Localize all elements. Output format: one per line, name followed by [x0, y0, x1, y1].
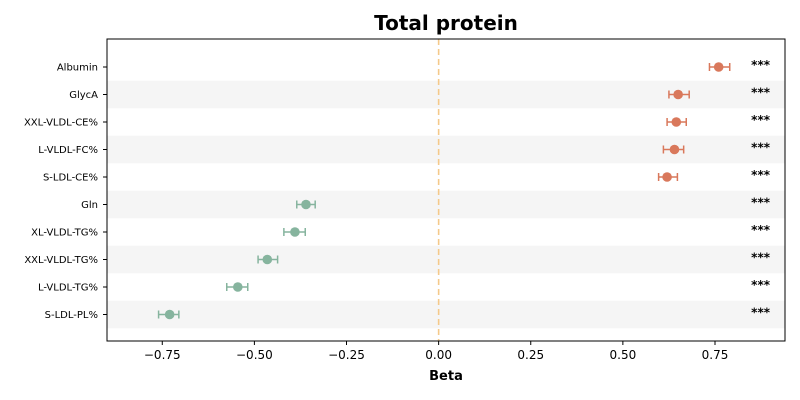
row-band [107, 300, 785, 329]
row-band [107, 190, 785, 219]
row-band [107, 245, 785, 274]
significance-label: *** [751, 223, 771, 237]
data-point [671, 117, 682, 127]
data-point [164, 309, 175, 320]
significance-label: *** [751, 196, 771, 210]
data-point [662, 172, 672, 182]
y-tick-label: Albumin [57, 63, 98, 74]
y-tick-label: L-VLDL-FC% [38, 145, 98, 156]
data-point [673, 89, 683, 100]
y-tick-label: XXL-VLDL-CE% [24, 118, 98, 129]
plot-border [106, 38, 786, 342]
y-tick-label: S-LDL-PL% [45, 310, 98, 321]
x-tick-label: 0.50 [610, 348, 637, 362]
significance-label: *** [751, 113, 771, 127]
x-tick-label: 0.00 [425, 348, 452, 362]
y-tick-label: Gln [81, 200, 98, 211]
significance-label: *** [751, 251, 771, 265]
data-point [713, 62, 724, 72]
y-tick-label: XXL-VLDL-TG% [24, 255, 98, 266]
significance-label: *** [751, 168, 771, 182]
row-bands [107, 80, 785, 329]
significance-label: *** [751, 86, 771, 100]
x-tick-label: −0.25 [328, 348, 365, 362]
significance-label: *** [751, 141, 771, 155]
data-point [669, 144, 680, 155]
data-point [290, 227, 300, 237]
plot-frame [106, 38, 786, 342]
chart-title: Total protein [374, 11, 518, 35]
data-point [301, 199, 311, 210]
significance-label: *** [751, 278, 771, 292]
x-tick-label: 0.75 [702, 348, 729, 362]
y-tick-label: XL-VLDL-TG% [31, 228, 98, 239]
y-tick-label: S-LDL-CE% [43, 173, 98, 184]
x-tick-label: 0.25 [517, 348, 544, 362]
y-tick-label: GlycA [69, 90, 98, 101]
data-point [262, 254, 273, 265]
x-tick-label: −0.50 [236, 348, 273, 362]
y-tick-label: L-VLDL-TG% [38, 283, 98, 294]
x-axis-label: Beta [429, 369, 463, 384]
y-axis: Albumin GlycA XXL-VLDL-CE% L-VLDL-FC% S-LDL-… [24, 63, 107, 321]
data-marks [157, 62, 731, 320]
significance-label: *** [751, 306, 771, 320]
x-axis: −0.75 −0.50 −0.25 0.00 0.25 0.50 0.75 [144, 341, 728, 362]
data-point [233, 282, 243, 292]
x-tick-label: −0.75 [144, 348, 181, 362]
significance-label: *** [751, 58, 771, 72]
significance-labels: *** *** *** *** *** *** *** *** *** *** [751, 58, 771, 320]
